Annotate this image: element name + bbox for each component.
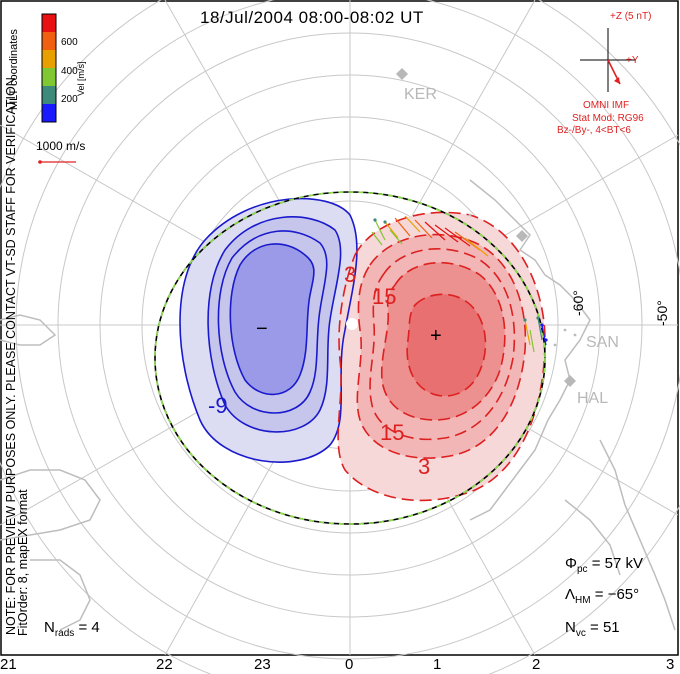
station-ker: KER (404, 86, 437, 103)
mlt-tick-23: 23 (254, 656, 271, 673)
station-markers (396, 68, 576, 387)
velocity-vectors (371, 215, 547, 353)
phi-symbol: Φ (565, 555, 577, 572)
map-frame (0, 0, 679, 656)
num-radars: Nrads = 4 (44, 619, 100, 639)
imf-stat-model: Stat Mod: RG96 (572, 113, 644, 124)
mlt-tick-2: 2 (532, 656, 541, 673)
potential-max-marker: + (430, 325, 442, 347)
colorbar-label: Vel [m/s] (76, 61, 86, 96)
vector-dots (373, 213, 577, 347)
mlt-tick-3: 3 (666, 656, 675, 673)
station-marker-sye (516, 230, 528, 242)
nvc-value: = 51 (590, 619, 620, 636)
colorbar-segment (42, 14, 56, 32)
station-san: SAN (586, 334, 619, 351)
station-hal: HAL (577, 390, 609, 407)
potential-min-marker: − (256, 318, 268, 340)
colorbar-tick-400: 400 (61, 66, 78, 77)
imf-condition: Bz-/By-, 4<BT<6 (557, 125, 631, 136)
colorbar-segment (42, 50, 56, 68)
cross-polar-potential: Φpc = 57 kV (565, 555, 643, 575)
lambda-symbol: Λ (565, 586, 576, 603)
contour-label-3-bottom: 3 (418, 454, 431, 479)
lambda-value: = −65° (594, 586, 640, 603)
colorbar-tick-600: 600 (61, 37, 78, 48)
velocity-colorbar (41, 13, 57, 123)
phi-subscript: pc (576, 564, 588, 575)
lambda-subscript: HM (575, 595, 591, 606)
pole-marker (346, 318, 358, 330)
latitude-label-50: -50° (654, 300, 670, 326)
contour-label-15-bottom: 15 (380, 420, 405, 445)
imf-z-label: +Z (5 nT) (610, 11, 652, 22)
nvc-subscript: vc (575, 628, 586, 639)
colorbar-segment (42, 104, 56, 122)
colorbar-outline (41, 13, 57, 123)
num-vectors: Nvc = 51 (565, 619, 620, 639)
contour-label-3-top: 3 (344, 262, 357, 287)
imf-source: OMNI IMF (583, 100, 630, 111)
mlt-tick-1: 1 (433, 656, 442, 673)
colorbar-segment (42, 32, 56, 50)
mlt-tick-0: 0 (345, 656, 354, 673)
latitude-label-60: -60° (570, 290, 586, 316)
vector-scale (38, 160, 76, 164)
hm-boundary-overlay (154, 191, 546, 525)
nrads-subscript: rads (54, 628, 75, 639)
station-marker-ker (396, 68, 408, 80)
nrads-symbol: N (44, 619, 55, 636)
mlt-tick-21: 21 (0, 656, 17, 673)
coastlines (0, 179, 676, 631)
station-marker-hal (564, 375, 576, 387)
phi-value: = 57 kV (591, 555, 643, 572)
colorbar-tick-200: 200 (61, 94, 78, 105)
colorbar-segment (42, 68, 56, 86)
nvc-symbol: N (565, 619, 576, 636)
map-title: 18/Jul/2004 08:00-08:02 UT (200, 8, 424, 27)
colorbar-segment (42, 86, 56, 104)
imf-clock (580, 28, 636, 92)
imf-y-label: +Y (626, 55, 639, 66)
fit-order-label: FitOrder: 8, mapEX format (16, 489, 30, 636)
contour-label-neg9: -9 (208, 393, 228, 418)
nrads-value: = 4 (78, 619, 100, 636)
contour-label-15-top: 15 (372, 284, 397, 309)
negative-contours (179, 197, 358, 463)
mlt-tick-22: 22 (156, 656, 173, 673)
hm-latitude: ΛHM = −65° (565, 586, 639, 606)
vector-scale-label: 1000 m/s (36, 139, 86, 153)
